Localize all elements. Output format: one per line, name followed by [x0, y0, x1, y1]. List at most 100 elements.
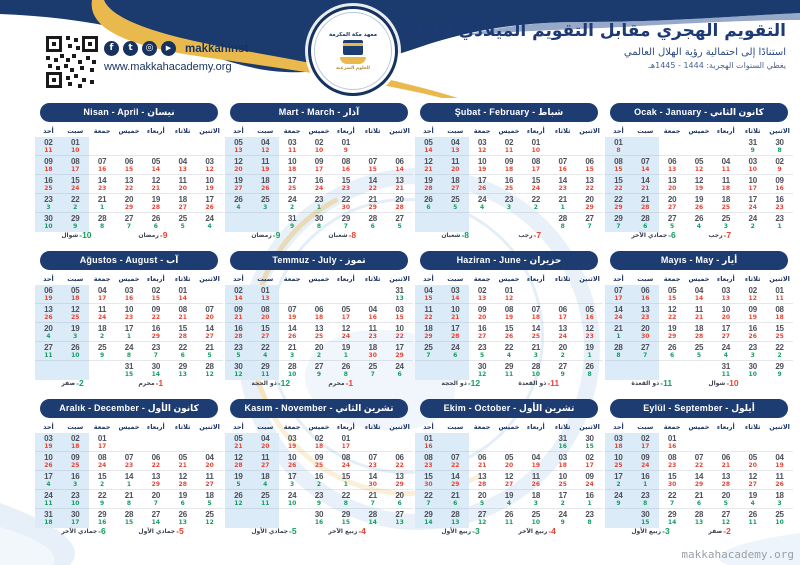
gregorian-date: 08	[261, 305, 270, 314]
weekday-label: الاثنين	[389, 274, 410, 283]
hijri-date: 23	[368, 333, 377, 340]
day-cell: 08 15	[605, 156, 632, 175]
day-cell: 22 2	[766, 342, 793, 361]
gregorian-date: 29	[775, 362, 784, 371]
youtube-icon[interactable]: ▶	[161, 41, 176, 56]
hijri-date: 25	[531, 333, 541, 340]
hijri-month-name: شعبان	[328, 231, 348, 239]
day-cell: 21 1	[549, 194, 577, 213]
day-cell: 18 5	[196, 490, 223, 509]
gregorian-date: 19	[234, 472, 243, 481]
day-cell: 28 6	[631, 213, 659, 232]
day-cell: 10 21	[441, 304, 469, 323]
weekday-label: أربعاء	[336, 126, 355, 135]
gregorian-date: 05	[504, 453, 514, 462]
hijri-date: 9	[290, 223, 295, 230]
social-handle[interactable]: makkahinst	[185, 42, 249, 55]
hijri-date: 27	[178, 204, 187, 211]
day-cell: 12 19	[685, 175, 713, 194]
weekday-label: الاثنين	[769, 126, 790, 135]
weekday-label: خميس	[688, 274, 710, 283]
hijri-date: 15	[395, 314, 404, 321]
day-cell	[196, 433, 223, 452]
day-cell: 12 27	[739, 471, 767, 490]
instagram-icon[interactable]: ◎	[142, 41, 157, 56]
gregorian-date: 21	[205, 343, 214, 352]
month-title: Şubat - February - شباط	[420, 103, 598, 122]
day-cell: 11 20	[169, 175, 197, 194]
gregorian-date: 11	[721, 176, 730, 185]
gregorian-date: 13	[477, 472, 487, 481]
day-cell: 29 15	[332, 509, 359, 528]
qr-code[interactable]	[46, 36, 98, 88]
gregorian-date: 17	[44, 472, 53, 481]
day-cell: 24 6	[386, 361, 413, 380]
hijri-date: 14	[424, 147, 433, 154]
day-cell: 18 25	[712, 194, 740, 213]
weekday-label: الاثنين	[769, 422, 790, 431]
hijri-date: 18	[614, 443, 623, 450]
day-cell: 15 30	[658, 471, 686, 490]
day-cell: 09 16	[766, 175, 793, 194]
hijri-date: 8	[343, 500, 348, 507]
month-title: Ocak - January - كانون الثاني	[610, 103, 788, 122]
gregorian-date: 20	[641, 324, 650, 333]
day-cell: 13 23	[631, 304, 659, 323]
hijri-date: 24	[614, 314, 623, 321]
day-cell: 07 15	[359, 156, 387, 175]
hijri-date: 4	[207, 223, 212, 230]
weekday-label: خميس	[118, 126, 140, 135]
day-grid: 07 17 06 16 05 15 04 14 03 13 02 12 01 11 14 24 13 23 12 22…	[605, 285, 793, 380]
facebook-icon[interactable]: f	[104, 41, 119, 56]
hijri-month-number: -12	[277, 378, 291, 388]
day-cell: 26 4	[686, 213, 713, 232]
gregorian-date: 27	[558, 362, 567, 371]
gregorian-date: 14	[287, 324, 297, 333]
day-cell: 19 5	[225, 471, 252, 490]
day-cell: 04 13	[441, 137, 469, 156]
hijri-month-label: جمادي الأول -5	[138, 526, 183, 536]
hijri-date: 10	[44, 223, 53, 230]
hijri-date: 17	[97, 295, 107, 302]
day-cell: 31 13	[386, 285, 413, 304]
weekday-label: الاثنين	[389, 126, 410, 135]
hijri-date: 12	[234, 500, 243, 507]
day-cell: 08 17	[61, 156, 89, 175]
hijri-date: 1	[343, 481, 348, 488]
hijri-date: 1	[343, 352, 348, 359]
day-cell	[169, 433, 197, 452]
title-block: التقويم الهجري مقابل التقويم الميلادي 20…	[405, 20, 786, 70]
gregorian-date: 03	[44, 434, 53, 443]
day-cell: 27 14	[142, 509, 169, 528]
gregorian-date: 28	[558, 214, 567, 223]
website-url[interactable]: www.makkahacademy.org	[104, 61, 232, 73]
day-cell: 21 6	[441, 490, 469, 509]
hijri-date: 9	[316, 500, 322, 507]
day-cell: 16 24	[305, 175, 333, 194]
hijri-date: 7	[370, 371, 375, 378]
hijri-date: 29	[614, 204, 623, 211]
weekday-label: أربعاء	[336, 422, 355, 431]
day-cell: 16 26	[739, 323, 767, 342]
hijri-date: 5	[480, 352, 485, 359]
hijri-date: 5	[696, 352, 702, 359]
weekday-label: جمعة	[283, 422, 301, 431]
hijri-date: 11	[721, 371, 731, 378]
panel-footer: رمضان -9 شعبان -8	[225, 230, 413, 243]
hijri-date: 23	[368, 462, 377, 469]
twitter-icon[interactable]: t	[123, 41, 138, 56]
gregorian-date: 01	[97, 434, 107, 443]
day-cell: 11 26	[766, 471, 793, 490]
weekday-label: خميس	[308, 274, 330, 283]
hijri-date: 25	[721, 204, 731, 211]
day-cell: 19 3	[61, 323, 89, 342]
gregorian-date: 24	[477, 195, 487, 204]
gregorian-date: 10	[287, 453, 297, 462]
gregorian-date: 01	[775, 286, 784, 295]
day-cell: 05 21	[169, 452, 197, 471]
hijri-date: 19	[44, 295, 53, 302]
gregorian-date: 24	[721, 343, 731, 352]
hijri-date: 15	[124, 371, 134, 378]
day-cell: 10 22	[386, 323, 413, 342]
gregorian-date: 08	[504, 305, 514, 314]
